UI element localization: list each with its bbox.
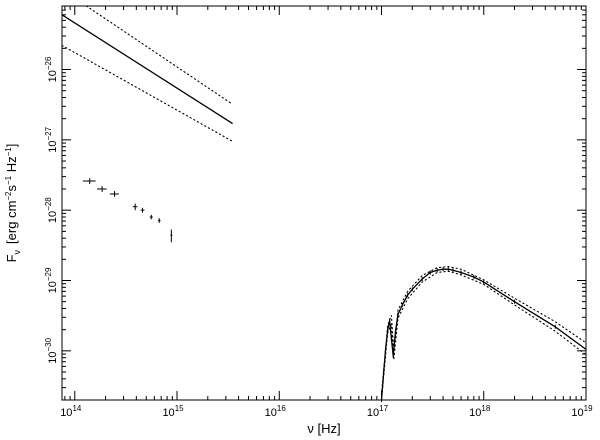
x-tick-label: 1015 bbox=[162, 404, 184, 419]
model-line bbox=[61, 14, 233, 125]
y-tick-base: 10 bbox=[47, 141, 59, 153]
x-tick-label: 1016 bbox=[265, 404, 287, 419]
model-bound-dotted bbox=[380, 265, 587, 395]
x-tick-base: 10 bbox=[60, 407, 72, 419]
y-label-unit: [erg cm bbox=[4, 201, 19, 244]
y-tick-base: 10 bbox=[47, 70, 59, 82]
model-bound-dotted bbox=[85, 5, 234, 105]
axis-ticks bbox=[62, 5, 587, 401]
x-tick-exp: 16 bbox=[277, 404, 286, 413]
x-tick-base: 10 bbox=[469, 407, 481, 419]
y-tick-label: 10−30 bbox=[44, 337, 59, 363]
y-label-main: F bbox=[4, 254, 19, 262]
x-tick-exp: 18 bbox=[481, 404, 490, 413]
y-tick-exp: −30 bbox=[44, 337, 53, 351]
x-tick-base: 10 bbox=[162, 407, 174, 419]
y-tick-base: 10 bbox=[47, 211, 59, 223]
chart-marks bbox=[61, 5, 587, 402]
x-tick-label: 1018 bbox=[469, 404, 491, 419]
y-tick-label: 10−27 bbox=[44, 126, 59, 152]
y-label-end: ] bbox=[4, 144, 19, 148]
y-axis-label: Fν[erg cm−2s−1 Hz−1] bbox=[4, 144, 22, 263]
x-axis-label: ν [Hz] bbox=[307, 421, 340, 436]
y-tick-exp: −26 bbox=[44, 56, 53, 70]
model-bound-dotted bbox=[380, 270, 587, 401]
plot-frame bbox=[61, 5, 587, 401]
x-tick-base: 10 bbox=[265, 407, 277, 419]
x-tick-exp: 15 bbox=[175, 404, 184, 413]
y-label-exp1: −2 bbox=[4, 191, 13, 201]
x-tick-label: 1019 bbox=[571, 404, 593, 419]
x-tick-base: 10 bbox=[571, 407, 583, 419]
y-tick-label: 10−26 bbox=[44, 56, 59, 82]
x-tick-exp: 19 bbox=[584, 404, 593, 413]
x-tick-base: 10 bbox=[367, 407, 379, 419]
y-label-sub: ν bbox=[12, 249, 22, 254]
x-tick-exp: 14 bbox=[72, 404, 81, 413]
y-tick-base: 10 bbox=[47, 352, 59, 364]
y-tick-exp: −27 bbox=[44, 126, 53, 140]
model-bound-dotted bbox=[61, 44, 234, 142]
y-tick-base: 10 bbox=[47, 281, 59, 293]
y-tick-exp: −28 bbox=[44, 197, 53, 211]
y-label-mid: s bbox=[4, 184, 19, 191]
x-tick-exp: 17 bbox=[379, 404, 388, 413]
y-label-exp3: −1 bbox=[4, 147, 13, 157]
y-tick-label: 10−29 bbox=[44, 267, 59, 293]
y-tick-exp: −29 bbox=[44, 267, 53, 281]
y-tick-label: 10−28 bbox=[44, 197, 59, 223]
y-label-mid2: Hz bbox=[4, 156, 19, 176]
y-label-exp2: −1 bbox=[4, 175, 13, 185]
tick-labels: 1014 1015 1016 1017 1018 101910−3010−2910−281… bbox=[44, 56, 593, 419]
x-tick-label: 1017 bbox=[367, 404, 389, 419]
x-tick-label: 1014 bbox=[60, 404, 82, 419]
